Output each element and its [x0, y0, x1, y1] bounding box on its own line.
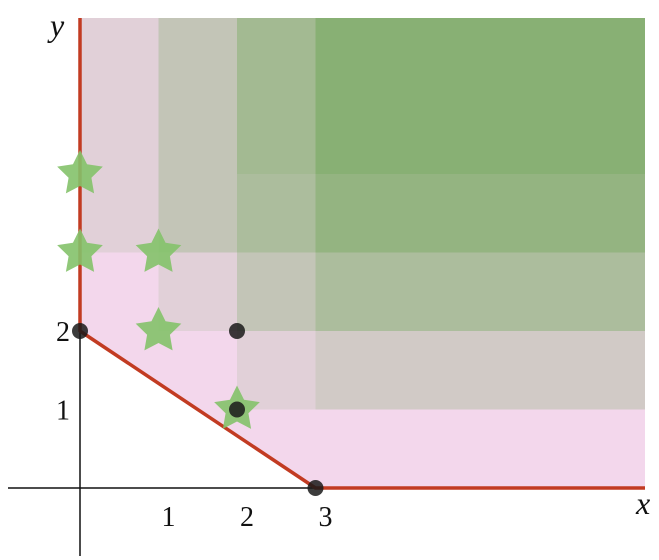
y-axis-label: y	[47, 7, 65, 43]
green-overlay-rect	[237, 18, 645, 331]
green-overlay-rect	[315, 18, 645, 174]
point-marker	[229, 323, 245, 339]
green-overlay-rect	[237, 18, 645, 410]
point-marker	[307, 480, 324, 496]
point-marker	[72, 323, 88, 339]
y-tick-label: 1	[56, 396, 70, 427]
green-overlay-rect	[158, 18, 645, 253]
x-tick-label: 3	[319, 502, 333, 533]
x-tick-label: 1	[162, 502, 176, 533]
region-layer	[80, 18, 645, 488]
point-layer	[72, 323, 324, 496]
x-axis-label: x	[635, 485, 650, 521]
green-overlay-layer	[80, 18, 645, 410]
green-overlay-rect	[315, 18, 645, 253]
green-overlay-rect	[237, 18, 645, 174]
y-tick-label: 2	[56, 317, 70, 348]
star-marker	[57, 228, 103, 272]
green-overlay-rect	[158, 18, 645, 331]
x-tick-labels: 1 2 3	[162, 502, 333, 533]
star-marker	[135, 307, 182, 351]
green-overlay-rect	[80, 18, 645, 253]
y-tick-labels: 12	[56, 317, 70, 427]
star-marker	[57, 150, 103, 194]
x-tick-label: 2	[240, 502, 254, 533]
feasible-region	[80, 18, 645, 488]
point-marker	[229, 401, 245, 418]
star-marker	[135, 228, 182, 272]
green-overlay-rect	[315, 18, 645, 331]
green-overlay-rect	[315, 18, 645, 410]
